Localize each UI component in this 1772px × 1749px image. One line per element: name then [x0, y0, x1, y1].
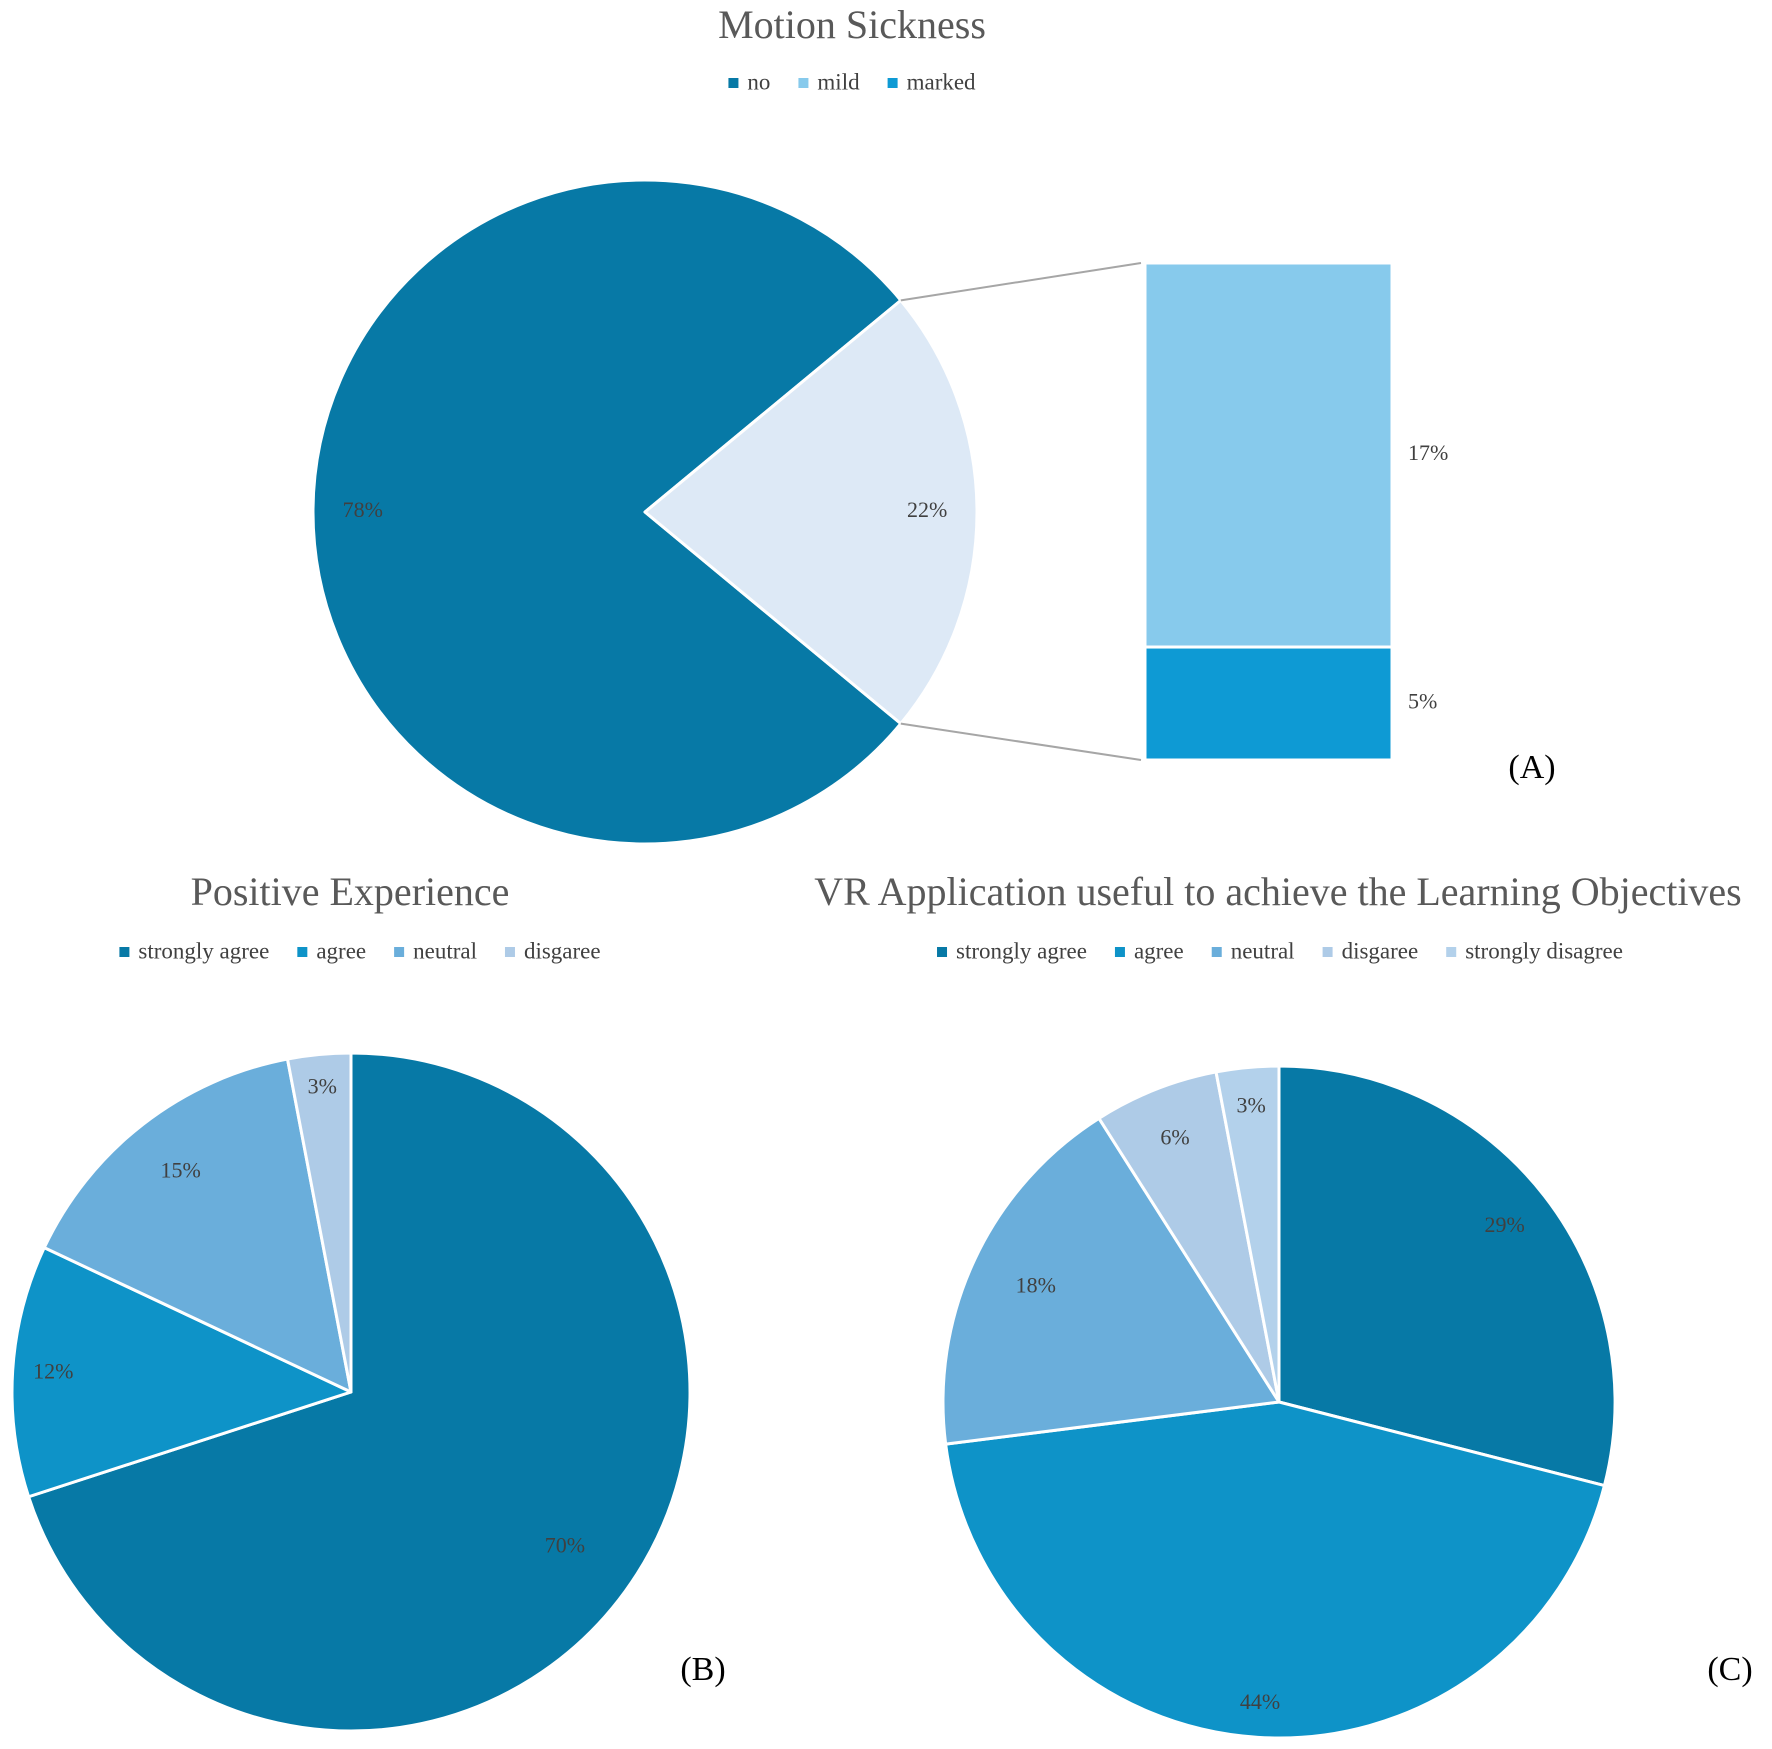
chart-a-bar-segment-mild — [1143, 261, 1394, 649]
chart-b-legend-label-strongly-agree: strongly agree — [138, 938, 269, 963]
chart-a-legend: no mild marked — [728, 69, 976, 94]
chart-a-label-no: 78% — [343, 497, 383, 522]
chart-a-slice-mild-marked — [643, 298, 979, 726]
chart-c-legend-swatch-strongly-agree — [937, 947, 948, 957]
chart-c-slice-neutral — [941, 1116, 1281, 1446]
chart-a-panel-label: (A) — [1508, 749, 1555, 786]
chart-b-legend-label-disgaree: disgaree — [524, 938, 601, 963]
chart-b-label-agree: 12% — [33, 1358, 73, 1383]
chart-b-slice-agree — [10, 1246, 353, 1499]
chart-c-label-strongly-disagree: 3% — [1237, 1093, 1266, 1118]
chart-a-connector-top — [900, 262, 1142, 302]
motion-sickness-chart: Motion Sickness no mild marked 78% 22% 17% 5… — [311, 2, 1556, 846]
chart-a-title: Motion Sickness — [718, 2, 986, 47]
chart-c-legend-swatch-neutral — [1211, 947, 1222, 957]
chart-c-slice-strongly-agree — [1277, 1064, 1617, 1488]
chart-a-legend-swatch-marked — [887, 78, 898, 88]
chart-b-legend-swatch-disgaree — [504, 947, 515, 957]
chart-a-breakdown-bar: 17% 5% — [1143, 261, 1448, 762]
chart-a-legend-label-no: no — [747, 69, 770, 94]
chart-a-bar-label-mild: 17% — [1408, 440, 1448, 465]
chart-c-legend-label-disgaree: disgaree — [1342, 938, 1419, 963]
chart-c-legend-swatch-agree — [1114, 947, 1125, 957]
chart-a-bar-segment-marked — [1143, 645, 1394, 762]
chart-a-connector-bottom — [900, 722, 1142, 761]
chart-c-legend-label-agree: agree — [1134, 938, 1184, 963]
chart-a-slice-no — [311, 178, 903, 846]
chart-c-slice-disgaree — [1097, 1070, 1281, 1404]
chart-c-legend-label-neutral: neutral — [1231, 938, 1295, 963]
chart-b-legend-swatch-neutral — [394, 947, 405, 957]
chart-c-label-neutral: 18% — [1016, 1273, 1056, 1298]
chart-a-label-mild-marked: 22% — [907, 497, 947, 522]
chart-a-legend-label-mild: mild — [817, 69, 860, 94]
positive-experience-chart: Positive Experience strongly agree agree n… — [10, 869, 726, 1733]
chart-c-slice-agree — [944, 1400, 1606, 1740]
chart-b-legend-label-agree: agree — [316, 938, 366, 963]
chart-c-label-disgaree: 6% — [1160, 1125, 1189, 1150]
chart-c-legend-swatch-strongly-disagree — [1446, 947, 1457, 957]
chart-b-slice-disgaree — [285, 1051, 353, 1394]
chart-b-pie: 70% 12% 15% 3% — [10, 1051, 692, 1733]
chart-c-label-agree: 44% — [1240, 1689, 1280, 1714]
chart-b-label-disgaree: 3% — [308, 1073, 337, 1098]
chart-c-title: VR Application useful to achieve the Lea… — [814, 869, 1742, 914]
chart-c-pie: 29% 44% 18% 6% 3% — [941, 1064, 1617, 1740]
chart-c-legend-label-strongly-disagree: strongly disagree — [1465, 938, 1623, 963]
chart-a-legend-swatch-no — [728, 78, 739, 88]
chart-c-slice-strongly-disagree — [1214, 1064, 1281, 1404]
chart-b-panel-label: (B) — [680, 1651, 725, 1688]
chart-c-legend-swatch-disgaree — [1322, 947, 1333, 957]
chart-a-pie: 78% 22% — [311, 178, 979, 846]
chart-b-legend-label-neutral: neutral — [413, 938, 477, 963]
chart-b-label-neutral: 15% — [160, 1157, 200, 1182]
chart-b-title: Positive Experience — [191, 869, 510, 914]
chart-b-legend-swatch-strongly-agree — [119, 947, 130, 957]
chart-b-slice-strongly-agree — [27, 1051, 692, 1733]
chart-a-connectors — [900, 262, 1142, 761]
chart-b-legend-swatch-agree — [297, 947, 308, 957]
chart-a-legend-label-marked: marked — [907, 69, 976, 94]
chart-c-label-strongly-agree: 29% — [1485, 1212, 1525, 1237]
chart-b-legend: strongly agree agree neutral disgaree — [119, 938, 601, 963]
chart-b-slice-neutral — [42, 1057, 353, 1394]
chart-a-bar-label-marked: 5% — [1408, 689, 1437, 714]
chart-c-legend-label-strongly-agree: strongly agree — [956, 938, 1087, 963]
chart-b-label-strongly-agree: 70% — [545, 1532, 585, 1557]
vr-application-chart: VR Application useful to achieve the Lea… — [814, 869, 1753, 1740]
chart-a-legend-swatch-mild — [798, 78, 809, 88]
chart-c-legend: strongly agree agree neutral disgaree strong… — [937, 938, 1623, 963]
chart-c-panel-label: (C) — [1707, 1651, 1752, 1688]
